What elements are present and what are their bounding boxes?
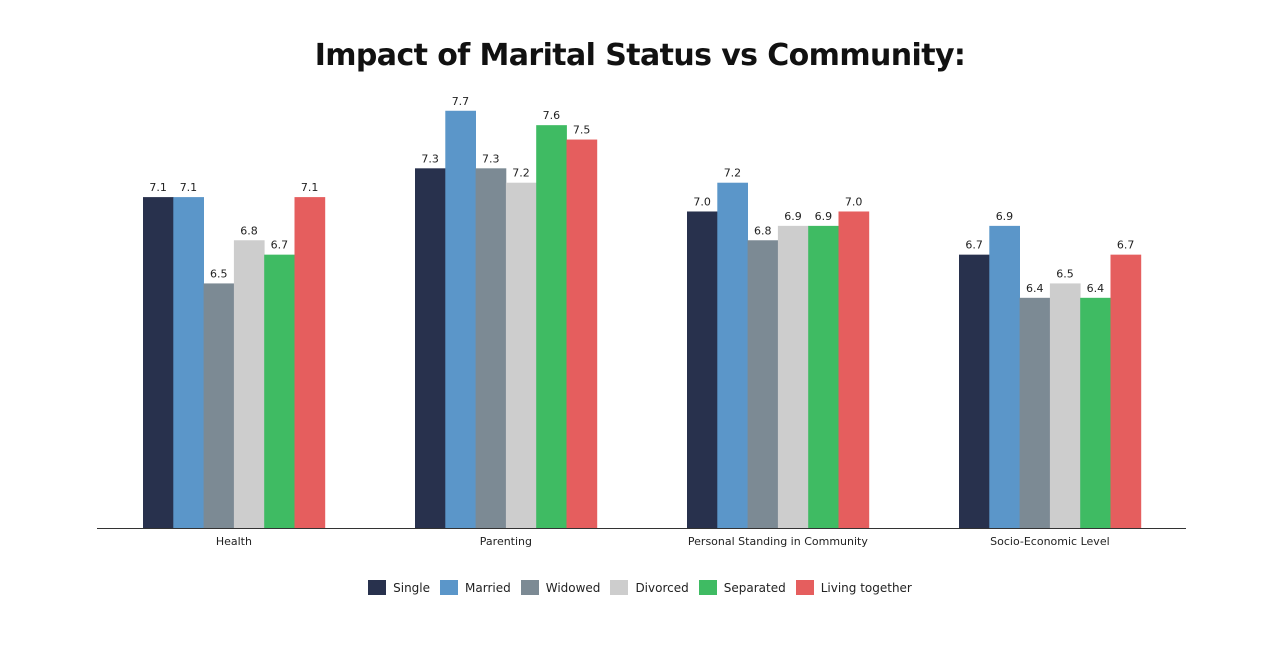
bar-married-4 — [989, 225, 1020, 528]
bar-widowed-4 — [1019, 297, 1051, 528]
bar-single-4 — [959, 254, 990, 528]
legend-swatch — [368, 580, 387, 595]
bar-separated-4 — [1080, 297, 1111, 528]
bar-widowed-2 — [475, 168, 507, 528]
data-label: 6.4 — [1087, 282, 1105, 295]
data-label: 6.4 — [1026, 282, 1044, 295]
data-label: 7.1 — [149, 181, 167, 194]
legend-swatch — [795, 580, 814, 595]
bar-living-together-3 — [838, 211, 870, 529]
category-label: Socio-Economic Level — [990, 535, 1110, 548]
data-label: 7.6 — [543, 109, 561, 122]
legend-item: Separated — [698, 580, 786, 595]
data-label: 7.1 — [180, 181, 198, 194]
legend-swatch — [520, 580, 539, 595]
bar-separated-1 — [264, 254, 295, 528]
legend-label: Living together — [820, 580, 912, 595]
data-label: 6.9 — [996, 210, 1014, 223]
data-label: 7.0 — [845, 195, 863, 208]
legend: Single Married Widowed Divorced Separated Liv… — [0, 580, 1280, 595]
bar-separated-3 — [808, 225, 839, 528]
bar-single-3 — [687, 211, 718, 529]
legend-item: Single — [368, 580, 430, 595]
data-label: 7.5 — [573, 124, 591, 137]
category-label: Health — [216, 535, 252, 548]
bar-divorced-3 — [777, 225, 809, 528]
legend-label: Widowed — [545, 580, 601, 595]
legend-swatch — [440, 580, 459, 595]
data-label: 6.7 — [965, 239, 983, 252]
data-label: 6.7 — [271, 239, 289, 252]
legend-item: Divorced — [610, 580, 689, 595]
bar-living-together-4 — [1110, 254, 1142, 528]
data-label: 6.8 — [754, 224, 772, 237]
data-label: 7.0 — [693, 195, 711, 208]
category-label: Parenting — [480, 535, 532, 548]
data-label: 7.3 — [482, 152, 500, 165]
data-label: 7.2 — [724, 167, 742, 180]
data-label: 6.5 — [210, 267, 228, 280]
bar-single-1 — [143, 197, 174, 528]
data-label: 7.3 — [421, 152, 439, 165]
bar-living-together-1 — [294, 197, 326, 528]
legend-swatch — [698, 580, 717, 595]
data-label: 6.9 — [784, 210, 802, 223]
chart-title: Impact of Marital Status vs Community: — [314, 38, 966, 73]
legend-swatch — [610, 580, 629, 595]
category-label: Personal Standing in Community — [688, 535, 868, 548]
legend-label: Separated — [723, 580, 786, 595]
bar-widowed-1 — [203, 283, 235, 528]
bar-divorced-1 — [233, 240, 265, 528]
bar-married-3 — [717, 182, 748, 528]
data-label: 6.5 — [1056, 267, 1074, 280]
bar-living-together-2 — [566, 139, 598, 529]
bar-separated-2 — [536, 125, 567, 528]
legend-label: Married — [465, 580, 511, 595]
legend-item: Widowed — [520, 580, 601, 595]
bar-single-2 — [415, 168, 446, 528]
data-label: 7.1 — [301, 181, 319, 194]
legend-item: Married — [440, 580, 511, 595]
bar-divorced-2 — [505, 182, 537, 528]
bar-widowed-3 — [747, 240, 779, 528]
data-label: 6.8 — [240, 224, 258, 237]
legend-item: Living together — [795, 580, 912, 595]
data-label: 7.7 — [452, 95, 470, 108]
data-label: 7.2 — [512, 167, 530, 180]
legend-label: Divorced — [635, 580, 689, 595]
bar-married-1 — [173, 197, 204, 528]
bar-married-2 — [445, 110, 476, 529]
bar-divorced-4 — [1049, 283, 1081, 528]
data-label: 6.9 — [815, 210, 833, 223]
legend-label: Single — [393, 580, 431, 595]
data-label: 6.7 — [1117, 239, 1135, 252]
